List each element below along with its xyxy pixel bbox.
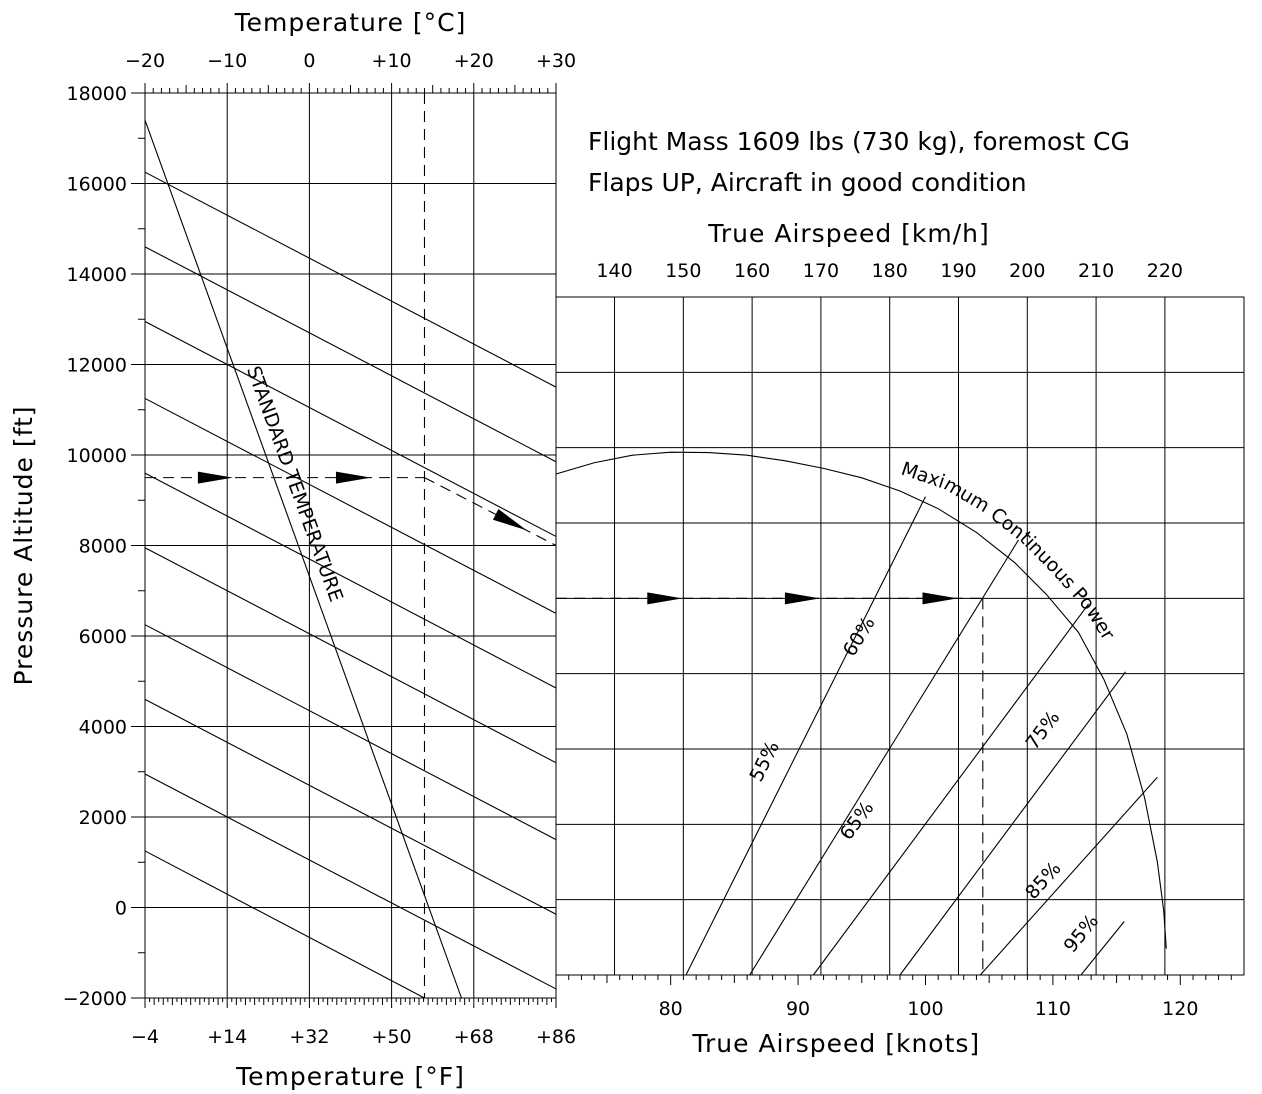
knots-tick-label: 100 <box>907 998 943 1020</box>
left-example-path <box>145 93 557 998</box>
left-minor-ticks <box>131 83 557 1008</box>
max-continuous-power-label: Maximum Continuous Power <box>898 458 1119 644</box>
right-frame <box>555 296 1245 976</box>
airspeed-arrow <box>784 592 820 605</box>
altitude-tick-label: 12000 <box>67 355 127 377</box>
density-line <box>144 773 557 990</box>
altitude-tick-label: 14000 <box>67 264 127 286</box>
kmh-tick-label: 170 <box>803 260 839 282</box>
standard-temperature-line <box>144 119 462 999</box>
altitude-tick-label: 4000 <box>79 717 127 739</box>
fahrenheit-tick-label: +14 <box>207 1026 247 1048</box>
right-example-path <box>556 592 984 975</box>
kmh-axis-title: True Airspeed [km/h] <box>707 219 989 248</box>
power-line-label: 55% <box>745 738 784 786</box>
power-line <box>1080 921 1125 976</box>
density-line <box>144 547 557 764</box>
power-line-label: 75% <box>1022 707 1065 754</box>
altitude-tick-label: 18000 <box>67 83 127 105</box>
altitude-tick-label: 6000 <box>79 626 127 648</box>
altitude-axis-title: Pressure Altitude [ft] <box>9 405 38 685</box>
celsius-tick-labels: −20 −10 0 +10 +20 +30 <box>125 50 576 72</box>
celsius-tick-label: −10 <box>207 50 247 72</box>
left-grid <box>144 92 557 999</box>
right-grid <box>555 296 1245 976</box>
celsius-tick-label: −20 <box>125 50 165 72</box>
fahrenheit-tick-label: +50 <box>372 1026 412 1048</box>
fahrenheit-tick-labels: −4 +14 +32 +50 +68 +86 <box>131 1026 576 1048</box>
kmh-tick-label: 160 <box>734 260 770 282</box>
knots-axis-title: True Airspeed [knots] <box>691 1029 980 1058</box>
power-line-label: 60% <box>839 613 880 660</box>
density-follow-dash <box>424 477 557 546</box>
max-continuous-power-label-path: Maximum Continuous Power <box>898 458 1119 644</box>
kmh-tick-label: 210 <box>1078 260 1114 282</box>
knots-tick-labels: 80 90 100 110 120 <box>659 998 1199 1020</box>
airspeed-arrow <box>922 592 958 605</box>
altitude-tick-label: 8000 <box>79 536 127 558</box>
altitude-tick-label: 0 <box>115 898 127 920</box>
altitude-tick-label: 10000 <box>67 445 127 467</box>
knots-tick-label: 80 <box>659 998 683 1020</box>
kmh-tick-label: 150 <box>665 260 701 282</box>
altitude-tick-label: 16000 <box>67 174 127 196</box>
altitude-tick-label: 2000 <box>79 807 127 829</box>
density-line <box>144 850 425 999</box>
right-minor-ticks <box>568 975 1232 985</box>
kmh-tick-label: 220 <box>1147 260 1183 282</box>
airspeed-panel: Flight Mass 1609 lbs (730 kg), foremost … <box>555 127 1245 1058</box>
density-line <box>144 472 557 689</box>
knots-tick-label: 110 <box>1035 998 1071 1020</box>
density-line <box>144 698 557 915</box>
celsius-tick-label: +10 <box>372 50 412 72</box>
power-line <box>685 496 926 976</box>
celsius-tick-label: +20 <box>454 50 494 72</box>
power-line <box>899 671 1126 976</box>
fahrenheit-axis-title: Temperature [°F] <box>235 1062 465 1091</box>
airspeed-arrow <box>647 592 683 605</box>
entry-arrow <box>335 471 371 484</box>
kmh-tick-label: 180 <box>872 260 908 282</box>
power-setting-lines: 55%60%65%75%85%95% <box>685 496 1158 976</box>
density-line <box>144 171 557 388</box>
density-line <box>144 624 557 841</box>
temperature-altitude-panel: STANDARD TEMPERATURE 1800016000140001200… <box>9 8 576 1091</box>
fahrenheit-tick-label: +68 <box>454 1026 494 1048</box>
knots-tick-label: 90 <box>786 998 810 1020</box>
density-altitude-lines <box>144 171 557 999</box>
kmh-tick-label: 190 <box>940 260 976 282</box>
power-line <box>812 603 1090 976</box>
density-line <box>144 246 557 463</box>
power-line-label: 95% <box>1060 910 1104 957</box>
entry-arrow <box>197 471 233 484</box>
max-continuous-power-curve <box>555 451 1167 949</box>
celsius-tick-label: 0 <box>303 50 315 72</box>
celsius-axis-title: Temperature [°C] <box>234 8 467 37</box>
kmh-tick-labels: 140 150 160 170 180 190 200 210 220 <box>596 260 1183 282</box>
kmh-tick-label: 140 <box>596 260 632 282</box>
flaps-note: Flaps UP, Aircraft in good condition <box>588 168 1027 197</box>
power-line <box>979 776 1158 976</box>
fahrenheit-tick-label: +32 <box>289 1026 329 1048</box>
fahrenheit-tick-label: +86 <box>536 1026 576 1048</box>
fahrenheit-tick-label: −4 <box>131 1026 159 1048</box>
kmh-tick-label: 200 <box>1009 260 1045 282</box>
altitude-tick-labels: 18000 16000 14000 12000 10000 8000 6000 4000 200… <box>63 83 127 1010</box>
celsius-tick-label: +30 <box>536 50 576 72</box>
knots-tick-label: 120 <box>1162 998 1198 1020</box>
power-line <box>749 539 1019 976</box>
power-line-label: 65% <box>836 797 879 844</box>
density-line <box>144 321 557 537</box>
flight-mass-note: Flight Mass 1609 lbs (730 kg), foremost … <box>588 127 1130 156</box>
density-arrow <box>492 509 527 531</box>
altitude-tick-label: −2000 <box>63 988 127 1010</box>
density-line <box>144 397 557 614</box>
